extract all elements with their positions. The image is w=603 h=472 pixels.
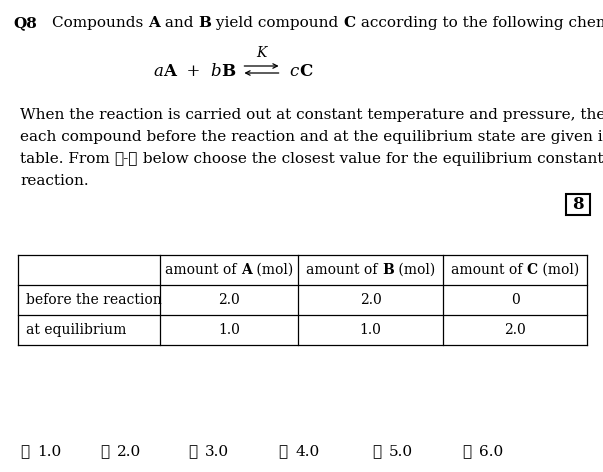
Text: Compounds: Compounds: [52, 16, 148, 30]
Text: 1.0: 1.0: [218, 323, 240, 337]
Text: C: C: [298, 63, 312, 80]
Text: B: B: [198, 16, 212, 30]
Text: (mol): (mol): [251, 263, 293, 277]
Text: ⑥: ⑥: [462, 445, 471, 459]
Text: 1.0: 1.0: [37, 445, 62, 459]
Text: 2.0: 2.0: [504, 323, 526, 337]
Text: B: B: [382, 263, 394, 277]
Text: C: C: [526, 263, 538, 277]
Text: a: a: [153, 63, 163, 80]
Text: 4.0: 4.0: [295, 445, 319, 459]
Text: 1.0: 1.0: [359, 323, 382, 337]
Text: amount of: amount of: [451, 263, 526, 277]
Text: yield compound: yield compound: [212, 16, 344, 30]
Text: before the reaction: before the reaction: [26, 293, 162, 307]
Text: +: +: [176, 63, 211, 80]
Text: Q8: Q8: [13, 16, 37, 30]
Bar: [566, 194, 590, 215]
Text: (mol): (mol): [394, 263, 435, 277]
Text: 2.0: 2.0: [359, 293, 381, 307]
Text: 2.0: 2.0: [218, 293, 240, 307]
Text: ④: ④: [278, 445, 287, 459]
Text: 3.0: 3.0: [205, 445, 229, 459]
Text: (mol): (mol): [538, 263, 579, 277]
Text: b: b: [211, 63, 221, 80]
Text: A: A: [163, 63, 176, 80]
Text: K: K: [256, 46, 267, 60]
Text: 6.0: 6.0: [479, 445, 504, 459]
Text: C: C: [344, 16, 356, 30]
Text: ②: ②: [100, 445, 109, 459]
Text: A: A: [241, 263, 251, 277]
Text: below choose the closest value for the equilibrium constant: below choose the closest value for the e…: [138, 152, 603, 166]
Text: 0: 0: [511, 293, 519, 307]
Text: according to the following chemical equation.: according to the following chemical equa…: [356, 16, 603, 30]
Text: c: c: [289, 63, 298, 80]
Text: each compound before the reaction and at the equilibrium state are given in the : each compound before the reaction and at…: [20, 130, 603, 144]
Text: ③: ③: [188, 445, 197, 459]
Text: and: and: [160, 16, 198, 30]
Text: amount of: amount of: [165, 263, 241, 277]
Text: reaction.: reaction.: [20, 174, 89, 188]
Text: 5.0: 5.0: [389, 445, 413, 459]
Text: at equilibrium: at equilibrium: [26, 323, 127, 337]
Text: 8: 8: [572, 196, 584, 213]
Text: 2.0: 2.0: [117, 445, 141, 459]
Text: B: B: [221, 63, 236, 80]
Text: table. From: table. From: [20, 152, 115, 166]
Text: When the reaction is carried out at constant temperature and pressure, the amoun: When the reaction is carried out at cons…: [20, 108, 603, 122]
Text: A: A: [148, 16, 160, 30]
Text: ①: ①: [20, 445, 29, 459]
Text: ⑤: ⑤: [372, 445, 381, 459]
Text: amount of: amount of: [306, 263, 382, 277]
Text: ①-⑥: ①-⑥: [115, 152, 138, 166]
